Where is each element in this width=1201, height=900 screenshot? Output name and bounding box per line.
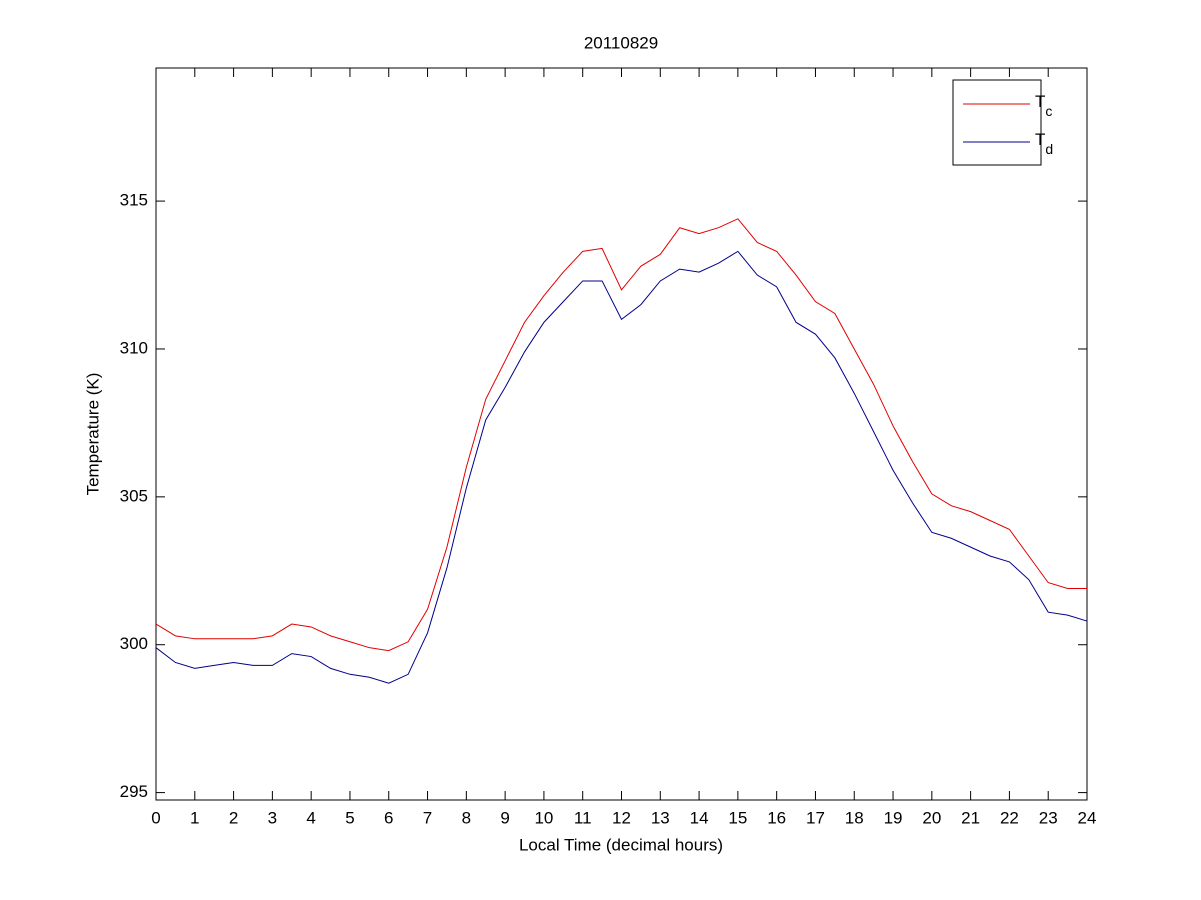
y-tick-label: 310: [120, 338, 148, 357]
y-tick-label: 305: [120, 486, 148, 505]
y-tick-label: 300: [120, 634, 148, 653]
x-tick-label: 13: [651, 808, 670, 827]
x-tick-label: 4: [306, 808, 315, 827]
data-line: [155, 250, 1088, 684]
x-tick-label: 24: [1078, 808, 1097, 827]
x-tick-label: 15: [728, 808, 747, 827]
x-tick-label: 6: [384, 808, 393, 827]
x-tick-label: 5: [345, 808, 354, 827]
legend-label: Td: [1035, 130, 1053, 156]
x-tick-label: 19: [884, 808, 903, 827]
x-tick-label: 3: [268, 808, 277, 827]
x-tick-label: 7: [423, 808, 432, 827]
x-tick-label: 8: [462, 808, 471, 827]
chart-title: 20110829: [584, 33, 658, 52]
x-tick-label: 2: [229, 808, 238, 827]
x-tick-label: 17: [806, 808, 825, 827]
x-axis-label: Local Time (decimal hours): [519, 835, 723, 854]
x-tick-label: 16: [767, 808, 786, 827]
x-tick-label: 12: [612, 808, 631, 827]
y-tick-label: 295: [120, 782, 148, 801]
x-tick-label: 20: [922, 808, 941, 827]
x-tick-label: 10: [534, 808, 553, 827]
x-tick-label: 22: [1000, 808, 1019, 827]
x-tick-label: 11: [574, 808, 592, 827]
x-tick-label: 21: [961, 808, 980, 827]
legend-box: [952, 79, 1042, 166]
y-axis-label: Temperature (K): [83, 373, 102, 496]
x-tick-label: 23: [1039, 808, 1058, 827]
x-tick-label: 0: [151, 808, 160, 827]
y-tick-label: 315: [120, 191, 148, 210]
x-tick-label: 14: [690, 808, 709, 827]
x-tick-label: 18: [845, 808, 864, 827]
x-tick-label: 1: [190, 808, 199, 827]
legend-label: Tc: [1035, 92, 1052, 118]
data-line: [155, 218, 1087, 652]
x-tick-label: 9: [500, 808, 509, 827]
